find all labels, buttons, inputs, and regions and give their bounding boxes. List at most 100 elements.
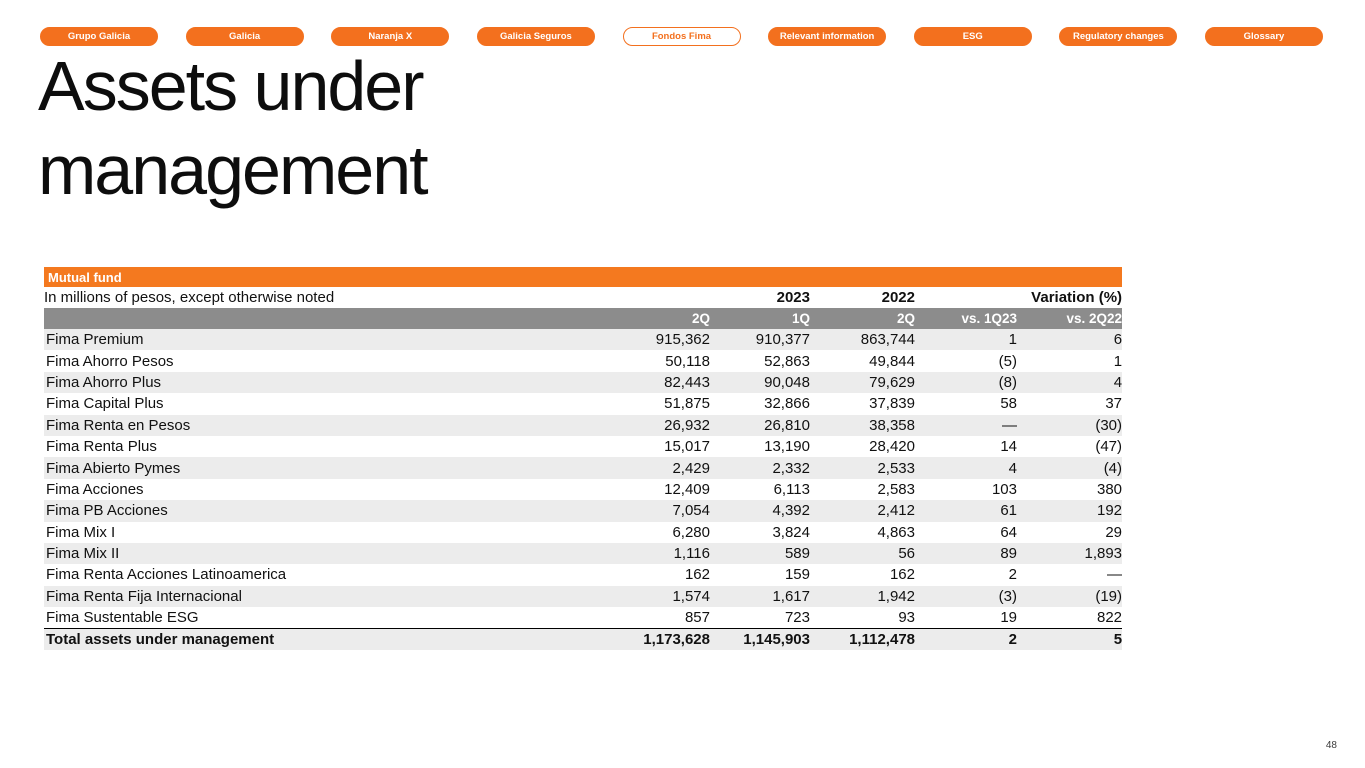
value-vs1q23: 89 (1000, 545, 1017, 563)
value-vs2q22: (19) (1095, 587, 1123, 605)
nav-tab[interactable]: Glossary (1205, 27, 1323, 46)
fund-name: Fima Premium (46, 331, 144, 349)
value-1q23: 159 (784, 566, 810, 584)
value-1q23: 52,863 (764, 352, 810, 370)
value-vs2q22: — (1107, 566, 1123, 584)
col-header-vs2q22: vs. 2Q22 (1017, 308, 1123, 329)
value-vs1q23: 58 (1000, 395, 1017, 413)
value-vs1q23: (5) (998, 352, 1017, 370)
table-row: Fima Renta Fija Internacional 1,574 1,61… (44, 585, 1123, 608)
value-vs2q22: (30) (1095, 416, 1123, 434)
value-2q23: 12,409 (664, 480, 710, 498)
value-1q23: 13,190 (764, 438, 810, 456)
table-body: Fima Premium 915,362 910,377 863,744 1 6… (44, 329, 1123, 629)
table-row: Fima Acciones 12,409 6,113 2,583 103 380 (44, 478, 1123, 501)
table-title-band: Mutual fund (44, 267, 1123, 287)
value-vs1q23: 14 (1000, 438, 1017, 456)
nav-tab-label: Galicia (229, 31, 261, 42)
table-row: Fima Premium 915,362 910,377 863,744 1 6 (44, 329, 1123, 351)
value-2q23: 915,362 (655, 331, 710, 349)
value-vs2q22: 29 (1105, 523, 1123, 541)
nav-tab[interactable]: Fondos Fima (622, 27, 741, 46)
year-2022-header: 2022 (810, 287, 915, 308)
value-1q23: 910,377 (755, 331, 810, 349)
value-2q22: 4,863 (877, 523, 915, 541)
nav-tab[interactable]: Grupo Galicia (40, 27, 158, 46)
total-label: Total assets under management (44, 627, 604, 651)
nav-tab[interactable]: Relevant information (768, 27, 887, 46)
nav-tab[interactable]: Naranja X (331, 27, 450, 46)
value-vs1q23: 4 (1008, 459, 1017, 477)
nav-tab[interactable]: Galicia (185, 27, 304, 46)
table-row: Fima Renta Acciones Latinoamerica 162 15… (44, 564, 1123, 586)
nav-tab-label: Glossary (1243, 31, 1285, 42)
value-2q22: 2,412 (877, 502, 915, 520)
value-2q22: 2,533 (877, 459, 915, 477)
value-2q22: 1,942 (877, 587, 915, 605)
total-vs2q22: 5 (1017, 627, 1123, 651)
value-vs2q22: 192 (1097, 502, 1123, 520)
value-2q22: 49,844 (869, 352, 915, 370)
table-row: Fima PB Acciones 7,054 4,392 2,412 61 19… (44, 500, 1123, 522)
col-header-2q22: 2Q (810, 308, 915, 329)
table-row: Fima Sustentable ESG 857 723 93 19 822 (44, 607, 1123, 629)
value-2q22: 2,583 (877, 480, 915, 498)
fund-name: Fima PB Acciones (46, 502, 168, 520)
year-2023-header: 2023 (710, 287, 810, 308)
value-1q23: 6,113 (773, 480, 810, 498)
value-vs2q22: (47) (1095, 438, 1123, 456)
fund-name: Fima Renta Acciones Latinoamerica (46, 566, 287, 584)
value-2q23: 6,280 (672, 523, 710, 541)
nav-tab[interactable]: Galicia Seguros (476, 27, 595, 46)
nav-tab-label: Galicia Seguros (499, 31, 572, 42)
table-title: Mutual fund (44, 267, 1123, 287)
mutual-fund-table: Mutual fund In millions of pesos, except… (44, 267, 1123, 651)
value-vs2q22: 380 (1097, 480, 1123, 498)
table-row: Fima Ahorro Pesos 50,118 52,863 49,844 (… (44, 350, 1123, 372)
value-2q23: 82,443 (664, 373, 710, 391)
table-subtitle: In millions of pesos, except otherwise n… (44, 287, 604, 308)
value-2q22: 38,358 (869, 416, 915, 434)
variation-header: Variation (%) (915, 287, 1123, 308)
aum-table: Mutual fund In millions of pesos, except… (44, 267, 1123, 651)
value-vs1q23: 61 (1000, 502, 1017, 520)
fund-name: Fima Ahorro Pesos (46, 352, 174, 370)
value-vs1q23: 1 (1008, 331, 1017, 349)
fund-name: Fima Capital Plus (46, 395, 164, 413)
fund-name: Fima Renta Fija Internacional (46, 587, 242, 605)
value-vs1q23: 19 (1000, 609, 1017, 627)
nav-tab[interactable]: ESG (913, 27, 1032, 46)
value-1q23: 589 (784, 545, 810, 563)
value-2q22: 28,420 (869, 438, 915, 456)
value-vs2q22: 6 (1113, 331, 1123, 349)
col-header-1q23: 1Q (710, 308, 810, 329)
value-vs2q22: 822 (1097, 609, 1123, 627)
value-vs2q22: 4 (1113, 373, 1123, 391)
value-2q23: 2,429 (672, 459, 710, 477)
value-2q23: 15,017 (664, 438, 710, 456)
value-2q23: 26,932 (664, 416, 710, 434)
fund-name: Fima Acciones (46, 480, 144, 498)
value-2q22: 56 (898, 545, 915, 563)
nav-tab-label: Relevant information (779, 31, 875, 42)
total-vs1q23: 2 (915, 627, 1017, 651)
nav-tab-label: Regulatory changes (1072, 31, 1164, 42)
table-row: Fima Renta Plus 15,017 13,190 28,420 14 … (44, 435, 1123, 458)
value-2q22: 79,629 (869, 373, 915, 391)
value-1q23: 1,617 (772, 587, 810, 605)
table-row: Fima Ahorro Plus 82,443 90,048 79,629 (8… (44, 371, 1123, 394)
table-year-row: In millions of pesos, except otherwise n… (44, 287, 1123, 308)
value-2q23: 51,875 (664, 395, 710, 413)
value-1q23: 723 (784, 609, 810, 627)
table-row: Fima Capital Plus 51,875 32,866 37,839 5… (44, 393, 1123, 415)
value-vs1q23: 103 (991, 480, 1017, 498)
fund-name: Fima Mix I (46, 523, 116, 541)
table-total-row: Total assets under management 1,173,628 … (44, 627, 1123, 651)
value-1q23: 90,048 (764, 373, 810, 391)
value-vs1q23: — (1002, 416, 1017, 434)
value-1q23: 4,392 (772, 502, 810, 520)
nav-tab[interactable]: Regulatory changes (1059, 27, 1178, 46)
value-vs2q22: (4) (1103, 459, 1123, 477)
value-vs2q22: 1,893 (1084, 545, 1123, 563)
